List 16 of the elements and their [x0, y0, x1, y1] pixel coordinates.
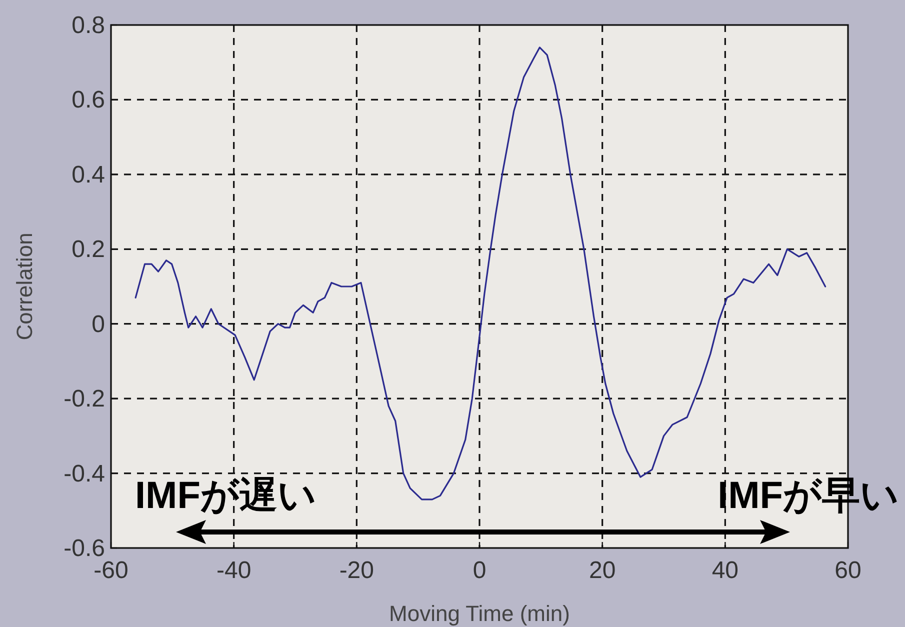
x-tick-label: -20 — [339, 557, 374, 584]
y-tick-label: -0.2 — [64, 386, 105, 413]
x-tick-label: 0 — [472, 557, 486, 584]
annotation: IMFが遅い — [135, 475, 316, 517]
x-tick-label: 40 — [712, 557, 739, 584]
x-tick-label: 20 — [588, 557, 616, 584]
y-tick-label: 0.6 — [72, 86, 105, 114]
y-tick-label: -0.4 — [64, 460, 105, 488]
x-tick-label: 60 — [834, 557, 862, 584]
y-tick-label: 0.2 — [72, 236, 105, 264]
y-tick-label: 0 — [92, 310, 105, 338]
y-tick-label: 0.4 — [72, 161, 105, 188]
y-tick-label: 0.8 — [72, 12, 105, 39]
y-axis-title: Correlation — [12, 232, 37, 340]
x-tick-label: -40 — [216, 557, 252, 584]
x-axis-title: Moving Time (min) — [389, 601, 570, 626]
